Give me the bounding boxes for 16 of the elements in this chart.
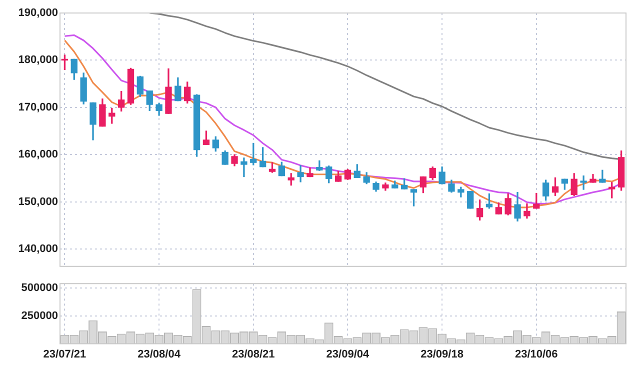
y-tick-label: 150,000 bbox=[18, 196, 58, 208]
x-tick-label: 23/08/21 bbox=[232, 348, 275, 360]
x-tick-label: 23/08/04 bbox=[138, 348, 182, 360]
y-tick-label: 250000 bbox=[21, 310, 58, 322]
y-tick-label: 500000 bbox=[21, 282, 58, 294]
x-tick-label: 23/09/04 bbox=[326, 348, 370, 360]
x-tick-label: 23/10/06 bbox=[514, 348, 558, 360]
y-tick-label: 160,000 bbox=[18, 148, 58, 161]
x-tick-label: 23/09/18 bbox=[420, 348, 464, 360]
y-tick-label: 170,000 bbox=[18, 101, 58, 114]
y-tick-label: 190,000 bbox=[18, 7, 58, 20]
candlestick bbox=[240, 158, 248, 178]
x-tick-label: 23/07/21 bbox=[43, 348, 86, 360]
candlestick bbox=[580, 175, 587, 190]
y-tick-label: 180,000 bbox=[18, 54, 58, 66]
y-tick-label: 140,000 bbox=[18, 242, 58, 255]
